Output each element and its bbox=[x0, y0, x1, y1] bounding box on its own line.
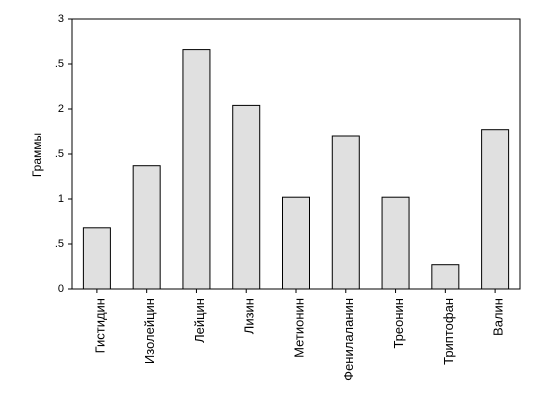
x-tick-label: Изолейцин bbox=[142, 298, 157, 364]
bar bbox=[381, 196, 410, 290]
x-tick-label: Гистидин bbox=[92, 298, 107, 353]
x-tick-label: Лейцин bbox=[192, 298, 207, 343]
x-tick-label: Лизин bbox=[242, 298, 257, 334]
y-tick-label: .5 bbox=[55, 58, 64, 70]
x-tick-label: Валин bbox=[491, 298, 506, 336]
y-tick-label: 0 bbox=[58, 283, 64, 295]
bar bbox=[82, 227, 111, 290]
bar bbox=[331, 135, 360, 290]
y-tick-label: .5 bbox=[55, 238, 64, 250]
x-tick-label: Треонин bbox=[391, 298, 406, 349]
bar bbox=[232, 104, 261, 290]
x-tick-label: Триптофан bbox=[441, 298, 456, 365]
y-axis-label: Граммы bbox=[30, 133, 44, 177]
y-tick-label: 2 bbox=[58, 103, 64, 115]
y-tick-label: 3 bbox=[58, 13, 64, 25]
y-tick-label: .5 bbox=[55, 148, 64, 160]
bar bbox=[182, 49, 211, 290]
bar bbox=[481, 129, 510, 290]
x-tick-label: Фенилаланин bbox=[341, 298, 356, 381]
x-tick-label: Метионин bbox=[291, 298, 306, 358]
y-tick-label: 1 bbox=[58, 193, 64, 205]
bar bbox=[132, 165, 161, 290]
bar bbox=[431, 264, 460, 290]
bar bbox=[282, 196, 310, 290]
